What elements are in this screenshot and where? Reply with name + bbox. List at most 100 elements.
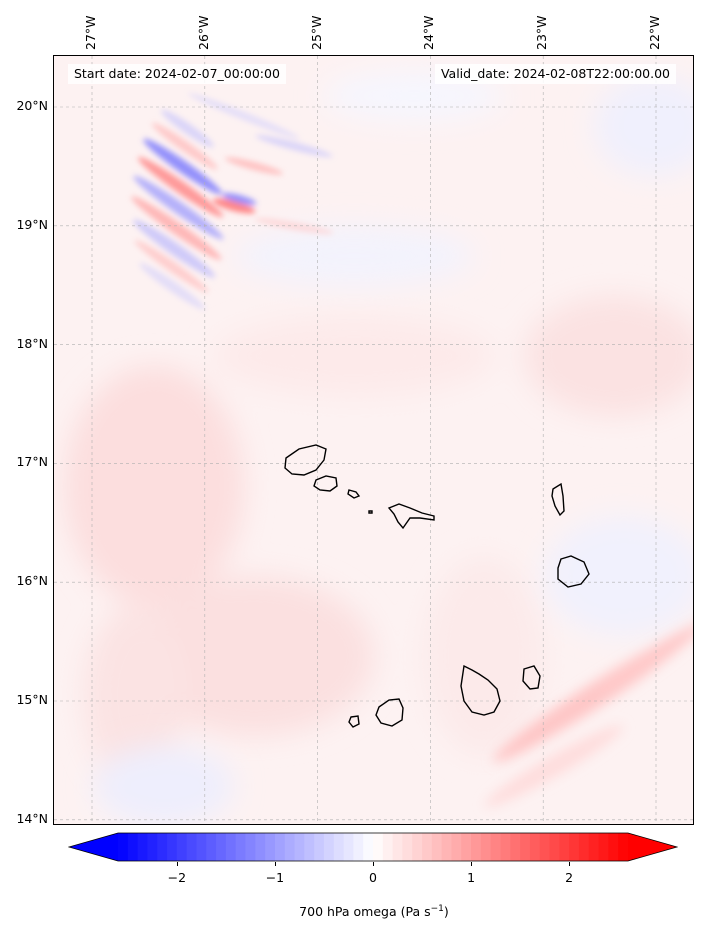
- colorbar-extend-min: [69, 833, 118, 861]
- variable-name: 700 hPa omega: [299, 904, 397, 920]
- positive-band: [484, 617, 693, 807]
- lon-tick-label: 23°W: [534, 15, 550, 50]
- island-sao-vicente: [313, 475, 338, 492]
- colorbar-segment: [451, 833, 462, 861]
- start-date-label: Start date: 2024-02-07_00:00:00: [68, 64, 286, 84]
- wave-pattern: [131, 109, 224, 310]
- colorbar-tick-mark: [274, 862, 276, 866]
- colorbar-segment: [402, 833, 413, 861]
- colorbar-segment: [186, 833, 198, 861]
- colorbar-label: 700 hPa omega (Pa s−1): [0, 904, 703, 919]
- lon-tick-label: 22°W: [647, 15, 662, 50]
- colorbar-segment: [500, 833, 511, 861]
- units-label: (Pa s: [400, 904, 431, 920]
- island-brava: [348, 715, 360, 728]
- colorbar-segment: [588, 833, 600, 861]
- colorbar-segment: [265, 833, 276, 861]
- colorbar-segment: [363, 833, 374, 861]
- valid-date-label: Valid_date: 2024-02-08T22:00:00.00: [434, 64, 676, 84]
- positive-omega-patches: [64, 296, 693, 786]
- colorbar-tick-mark: [373, 862, 374, 866]
- lat-tick-label: 18°N: [16, 335, 48, 351]
- colorbar-segment: [461, 833, 472, 861]
- island-santa-luzia: [347, 489, 361, 499]
- colorbar-segment: [196, 833, 207, 861]
- lon-tick-label: 24°W: [421, 15, 437, 50]
- colorbar-segment: [274, 833, 286, 861]
- lat-tick-label: 19°N: [16, 216, 48, 232]
- negative-omega-patches: [94, 71, 693, 824]
- colorbar-segment: [598, 833, 609, 861]
- colorbar-segment: [422, 833, 433, 861]
- colorbar-segment: [510, 833, 521, 861]
- colorbar-segment: [157, 833, 168, 861]
- colorbar-segment: [255, 833, 266, 861]
- island-raso: [368, 510, 373, 514]
- colorbar-segment: [294, 833, 305, 861]
- colorbar-segment: [373, 833, 384, 861]
- colorbar-segment: [284, 833, 296, 861]
- colorbar-segment: [382, 833, 394, 861]
- colorbar-segment: [412, 833, 423, 861]
- colorbar-segment: [343, 833, 354, 861]
- lat-tick-label: 20°N: [16, 98, 48, 113]
- colorbar-segment: [216, 833, 227, 861]
- colorbar-segment: [520, 833, 531, 861]
- colorbar-tick-mark: [176, 862, 178, 866]
- colorbar-tick-label: 2: [565, 870, 574, 885]
- colorbar-segment: [304, 833, 315, 861]
- omega-field-map: [54, 56, 693, 824]
- colorbar-segment: [137, 833, 149, 861]
- colorbar-segment: [529, 833, 541, 861]
- units-close: ): [443, 904, 449, 920]
- colorbar-outline: [68, 832, 678, 862]
- colorbar-segment: [539, 833, 551, 861]
- colorbar-segment: [314, 833, 325, 861]
- colorbar-extend-max: [628, 833, 677, 861]
- colorbar-tick-label: 1: [467, 870, 476, 885]
- lat-tick-label: 14°N: [16, 810, 48, 826]
- colorbar-segment: [206, 833, 217, 861]
- colorbar-segment: [225, 833, 237, 861]
- map-plot-area: [53, 55, 694, 825]
- colorbar-segment: [608, 833, 619, 861]
- colorbar-segment: [431, 833, 443, 861]
- colorbar-tick-label: −2: [167, 870, 187, 885]
- colorbar-segment: [618, 833, 629, 861]
- colorbar-segment: [549, 833, 560, 861]
- island-sal: [551, 482, 565, 517]
- island-santo-antao: [284, 444, 327, 476]
- colorbar-segment: [569, 833, 580, 861]
- lon-tick-label: 26°W: [195, 15, 211, 50]
- colorbar: [68, 832, 678, 862]
- lat-tick-label: 15°N: [16, 692, 48, 707]
- colorbar-segment: [323, 833, 335, 861]
- colorbar-tick-mark: [569, 862, 571, 866]
- lat-tick-label: 16°N: [16, 573, 48, 589]
- colorbar-segment: [333, 833, 345, 861]
- colorbar-segment: [176, 833, 188, 861]
- colorbar-segment: [235, 833, 247, 861]
- colorbar-segment: [167, 833, 178, 861]
- island-fogo: [375, 698, 404, 727]
- units-exponent: −1: [430, 904, 444, 914]
- colorbar-tick-label: −1: [265, 870, 285, 885]
- lat-tick-label: 17°N: [16, 454, 48, 470]
- colorbar-segment: [147, 833, 158, 861]
- colorbar-segment: [480, 833, 492, 861]
- island-maio: [522, 665, 541, 690]
- colorbar-segment: [441, 833, 453, 861]
- wave-pattern-right: [188, 93, 334, 234]
- colorbar-segment: [127, 833, 139, 861]
- island-sao-nicolau: [387, 503, 435, 530]
- colorbar-segment: [559, 833, 570, 861]
- colorbar-segment: [245, 833, 256, 861]
- island-santiago: [460, 664, 501, 716]
- graticule: [54, 56, 693, 824]
- colorbar-segment: [471, 833, 482, 861]
- colorbar-tick-mark: [471, 862, 473, 866]
- colorbar-segment: [118, 833, 129, 861]
- colorbar-segment: [353, 833, 364, 861]
- colorbar-tick-label: 0: [369, 870, 377, 885]
- coastlines: [284, 444, 590, 728]
